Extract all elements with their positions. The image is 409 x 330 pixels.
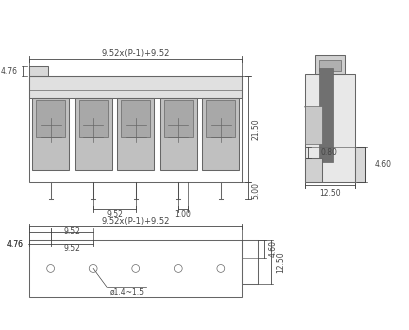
Bar [160,98,197,170]
Text: ø1.4~1.5: ø1.4~1.5 [110,287,145,296]
Bar [207,100,235,137]
Text: 4.76: 4.76 [7,240,23,248]
Bar [355,147,365,182]
Bar [319,60,341,71]
Text: 9.52x(P-1)+9.52: 9.52x(P-1)+9.52 [101,217,170,226]
Bar [36,100,65,137]
Polygon shape [305,107,322,144]
Bar [305,158,322,182]
Bar [315,55,345,74]
Bar [29,76,242,98]
Text: 21.50: 21.50 [251,118,260,140]
Bar [117,98,154,170]
Text: 5.00: 5.00 [251,182,260,199]
Text: 0.80: 0.80 [320,148,337,157]
Bar [164,100,193,137]
Bar [29,76,242,182]
Bar [121,100,150,137]
Bar [202,98,239,170]
Text: 4.76: 4.76 [1,67,18,76]
Text: 4.60: 4.60 [375,160,392,169]
Bar [79,100,108,137]
Bar [32,98,69,170]
Text: 4.76: 4.76 [7,240,23,248]
Bar [29,66,49,76]
Bar [242,240,258,284]
Bar [29,240,242,297]
Text: 12.50: 12.50 [319,189,341,198]
Bar [319,68,333,162]
Text: 1.00: 1.00 [175,210,191,219]
Text: 4.60: 4.60 [269,240,278,257]
Bar [75,98,112,170]
Text: 9.52x(P-1)+9.52: 9.52x(P-1)+9.52 [101,49,170,58]
Bar [305,74,355,182]
Text: 9.52: 9.52 [63,227,80,236]
Text: 9.52: 9.52 [106,210,123,219]
Text: 9.52: 9.52 [63,245,80,253]
Text: 12.50: 12.50 [276,251,285,273]
